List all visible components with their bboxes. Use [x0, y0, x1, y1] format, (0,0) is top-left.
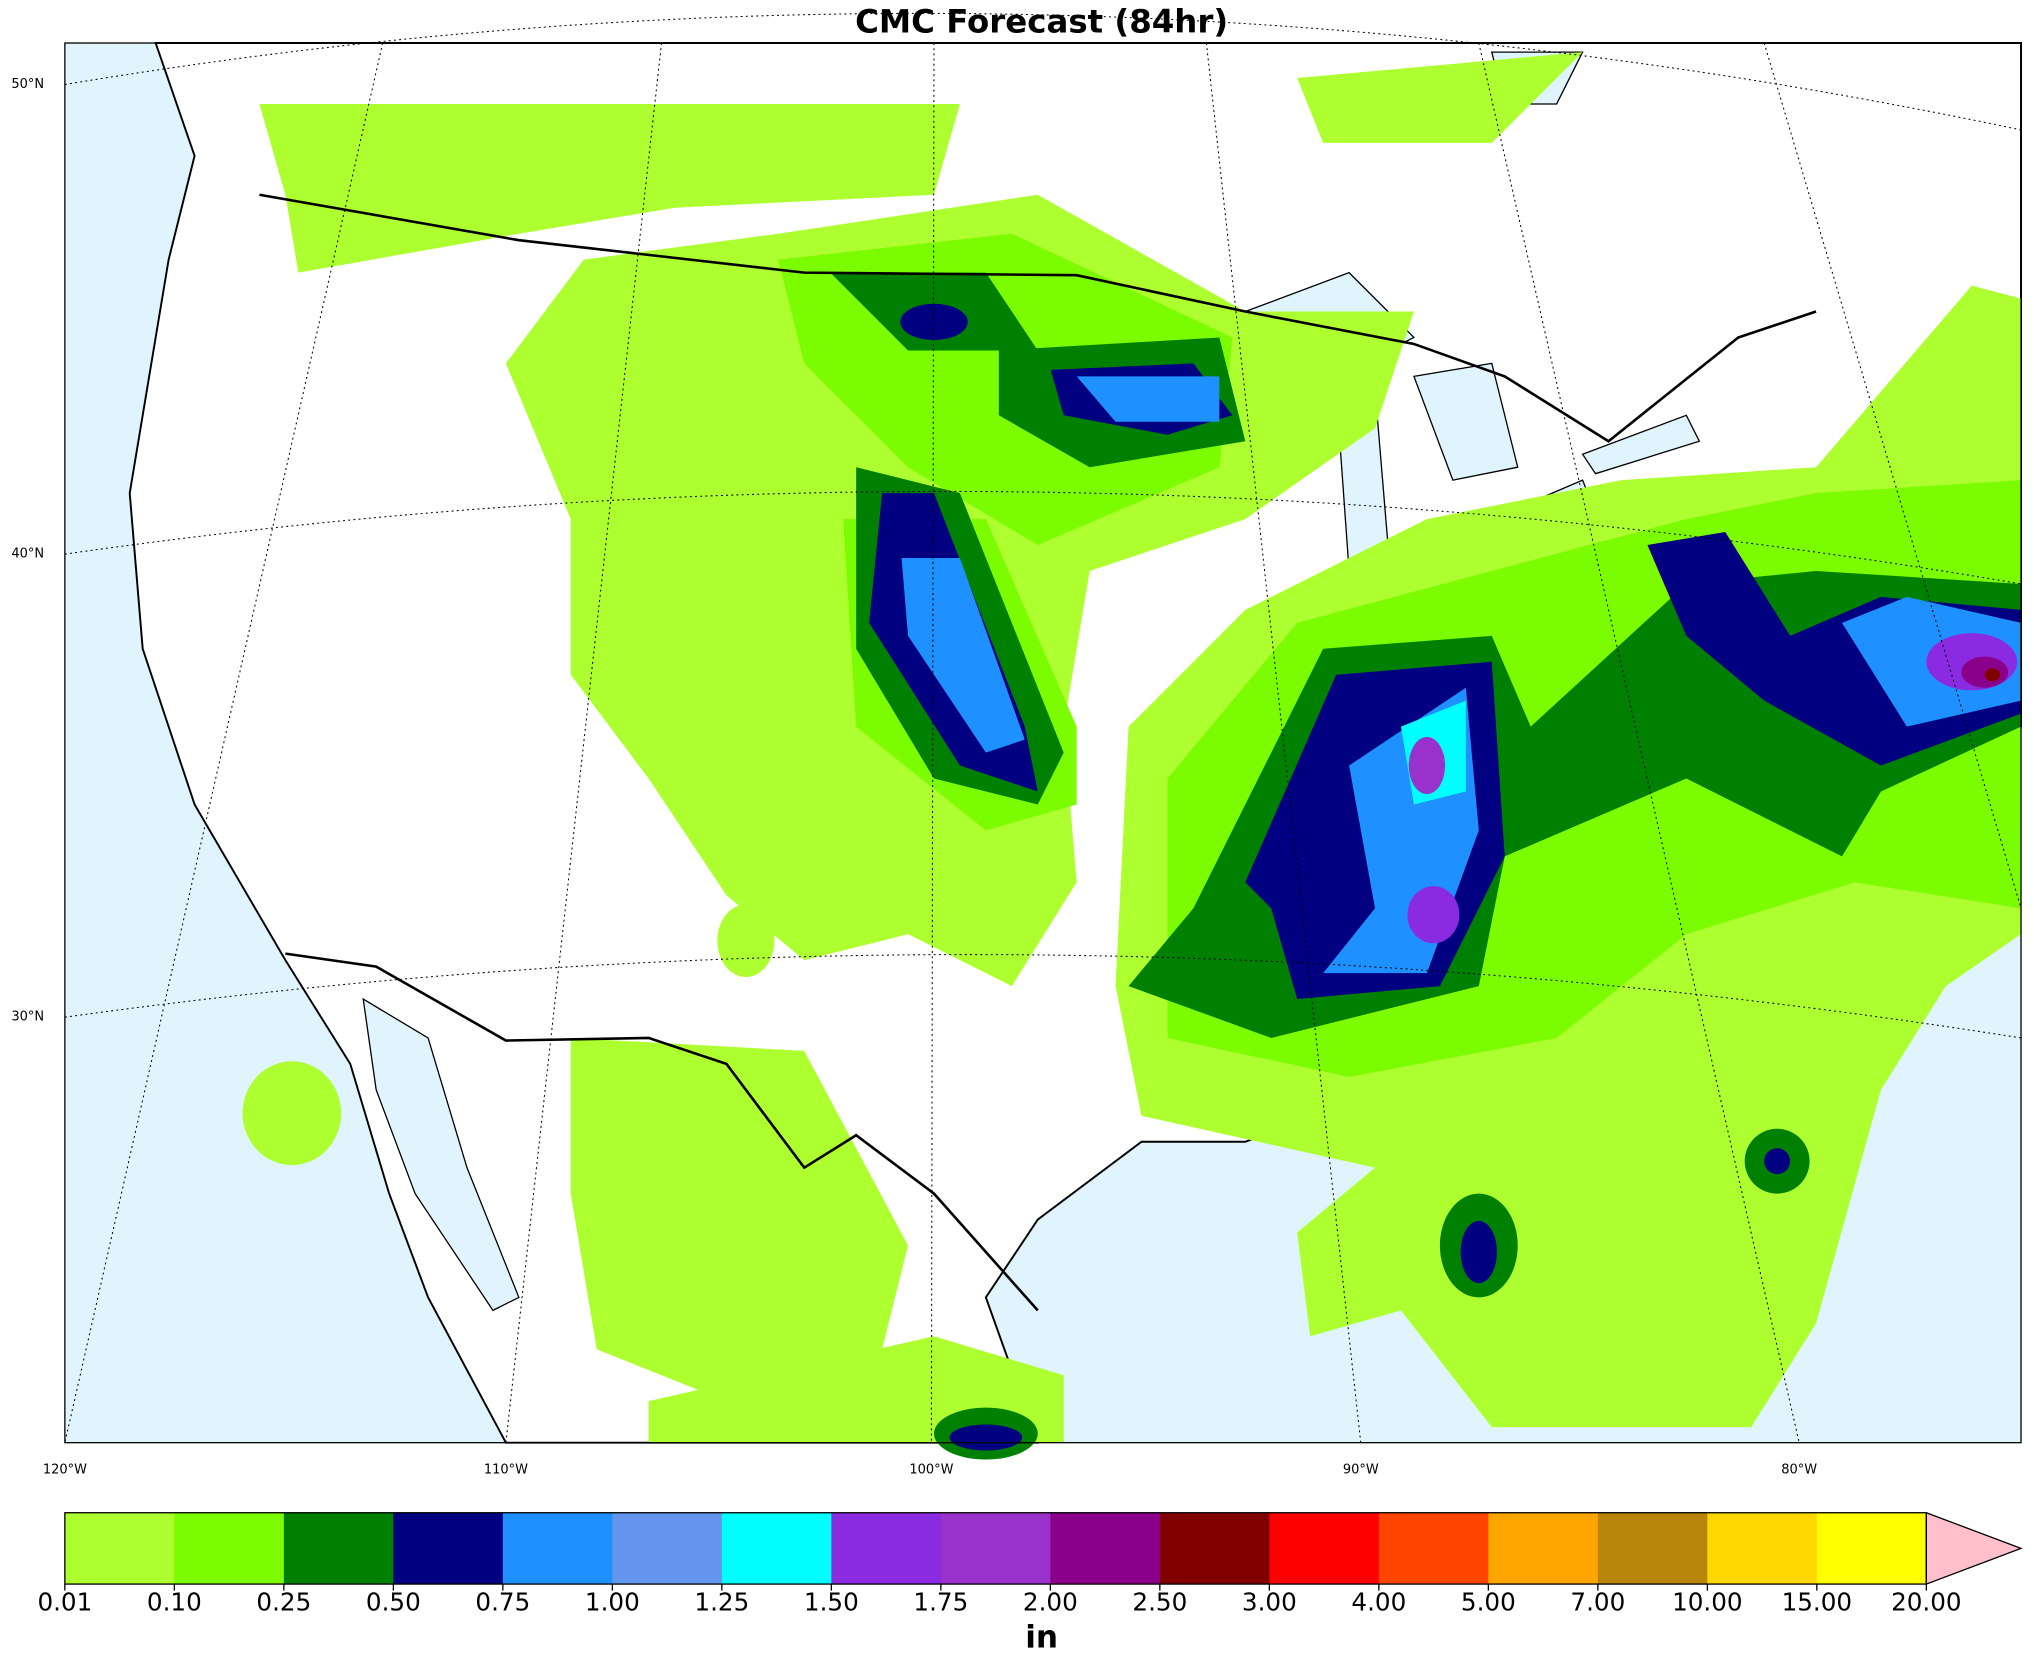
colorbar-tick-label: 1.00	[585, 1588, 640, 1617]
colorbar-tick-label: 1.50	[804, 1588, 859, 1617]
colorbar-tick-label: 0.10	[147, 1588, 202, 1617]
colorbar-tick-label: 0.50	[366, 1588, 421, 1617]
colorbar-tick-label: 10.00	[1672, 1588, 1742, 1617]
colorbar-tick-label: 0.01	[37, 1588, 92, 1617]
colorbar-segment	[721, 1512, 832, 1585]
lon-label: 110°W	[484, 1462, 528, 1477]
lat-label: 50°N	[11, 77, 44, 92]
colorbar-extend	[1925, 1511, 2023, 1586]
colorbar: 0.01 0.10 0.25 0.50 0.75 1.00 1.25 1.50 1.75 2.00…	[37, 1511, 2023, 1617]
lon-label: 120°W	[43, 1462, 87, 1477]
colorbar-tick-label: 2.00	[1023, 1588, 1078, 1617]
colorbar-segment	[1269, 1512, 1380, 1585]
colorbar-tick-label: 20.00	[1891, 1588, 1961, 1617]
colorbar-tick-label: 0.75	[475, 1588, 530, 1617]
colorbar-segment	[1159, 1512, 1270, 1585]
lon-label: 90°W	[1343, 1462, 1379, 1477]
borders	[259, 193, 1817, 1312]
colorbar-frame	[64, 1512, 1927, 1585]
colorbar-tick-label: 7.00	[1570, 1588, 1625, 1617]
colorbar-segment	[612, 1512, 723, 1585]
lon-label: 100°W	[909, 1462, 953, 1477]
colorbar-segment	[64, 1512, 176, 1585]
precipitation	[242, 52, 2022, 1460]
colorbar-segment	[1378, 1512, 1489, 1585]
title: CMC Forecast (84hr)	[855, 3, 1228, 41]
colorbar-segment	[940, 1512, 1051, 1585]
lat-label: 30°N	[11, 1010, 44, 1025]
gulf-of-california	[362, 997, 520, 1312]
lat-label: 40°N	[11, 547, 44, 562]
colorbar-segment	[831, 1512, 942, 1585]
colorbar-segment	[1816, 1512, 1927, 1585]
colorbar-tick-label: 4.00	[1351, 1588, 1406, 1617]
colorbar-segment	[1707, 1512, 1818, 1585]
map-area	[64, 12, 2023, 1460]
colorbar-tick-label: 1.25	[694, 1588, 749, 1617]
lon-label: 80°W	[1781, 1462, 1817, 1477]
colorbar-segment	[174, 1512, 285, 1585]
graticule	[64, 12, 2022, 1443]
colorbar-segment	[502, 1512, 614, 1585]
colorbar-tick-label: 3.00	[1242, 1588, 1297, 1617]
colorbar-segment	[1050, 1512, 1161, 1585]
colorbar-segment	[283, 1512, 395, 1585]
colorbar-tick-label: 0.25	[256, 1588, 311, 1617]
colorbar-segment	[1488, 1512, 1599, 1585]
colorbar-tick-label: 2.50	[1132, 1588, 1187, 1617]
map-frame	[64, 42, 2022, 1444]
colorbar-tick-label: 5.00	[1461, 1588, 1516, 1617]
colorbar-segment	[1597, 1512, 1708, 1585]
graticule-labels: 50°N 40°N 30°N 120°W 110°W 100°W 90°W 80°W	[11, 77, 1817, 1477]
colorbar-segment	[393, 1512, 504, 1585]
colorbar-label: in	[1025, 1620, 1058, 1656]
colorbar-tick-label: 1.75	[913, 1588, 968, 1617]
colorbar-tick-label: 15.00	[1782, 1588, 1852, 1617]
